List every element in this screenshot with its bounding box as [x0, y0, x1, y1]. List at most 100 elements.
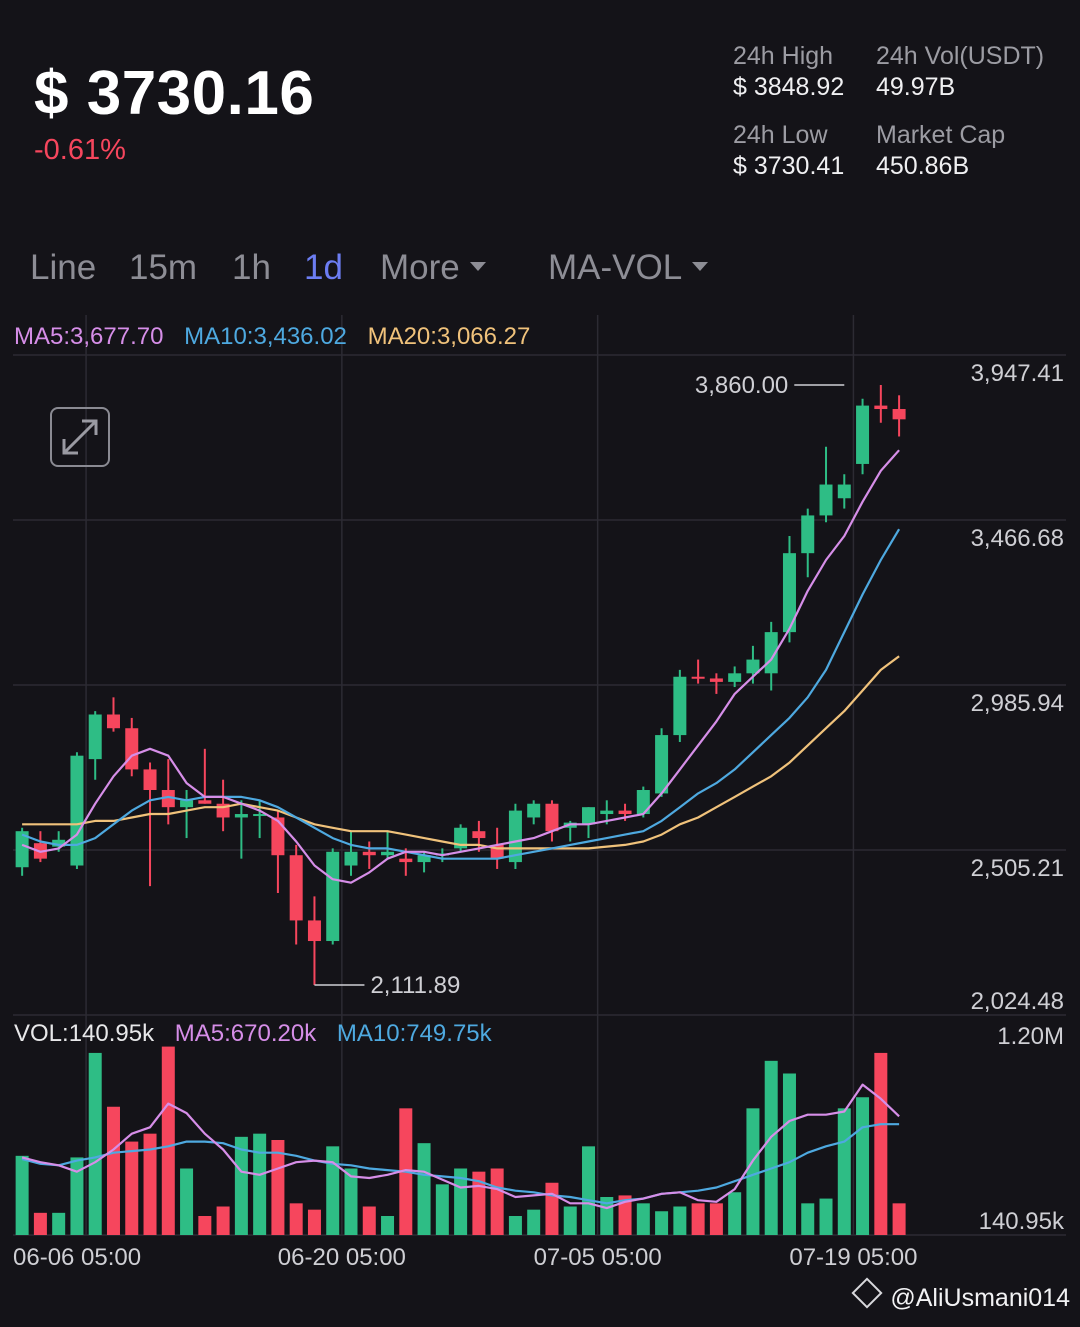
market-cap-value: 450.86B — [876, 152, 970, 180]
tab-1d[interactable]: 1d — [304, 248, 343, 287]
volume-bar — [545, 1182, 559, 1235]
24h-high-label: 24h High — [733, 42, 834, 70]
ma5-line — [21, 449, 900, 884]
expand-arrows-icon — [62, 419, 98, 455]
volume-bar — [527, 1209, 541, 1235]
min-price-label: 2,111.89 — [370, 972, 460, 999]
candle-body — [746, 659, 760, 674]
x-tick-label: 07-05 05:00 — [534, 1244, 662, 1271]
candle-body — [801, 515, 815, 554]
volume-bar — [655, 1211, 669, 1235]
x-tick-label: 07-19 05:00 — [789, 1244, 917, 1271]
watermark-handle: @AliUsmani014 — [890, 1284, 1070, 1312]
volume-bar — [728, 1192, 742, 1235]
volume-tick-label: 1.20M — [997, 1023, 1064, 1050]
candle-body — [198, 800, 212, 804]
volume-bar — [198, 1216, 212, 1235]
volume-bar — [837, 1108, 851, 1235]
y-tick-label: 3,466.68 — [971, 525, 1064, 552]
candle-body — [15, 831, 29, 868]
legend-ma5: MA5:3,677.70 — [14, 323, 163, 350]
candle-body — [234, 814, 248, 818]
volume-bar — [892, 1203, 906, 1235]
volume-bar — [344, 1168, 358, 1235]
volume-bar — [618, 1195, 632, 1235]
candle-body — [582, 807, 596, 825]
volume-bar — [636, 1203, 650, 1235]
volume-bar — [508, 1216, 522, 1235]
expand-chart-button[interactable] — [50, 407, 110, 467]
candle-body — [636, 790, 650, 815]
caret-down-icon — [469, 262, 486, 272]
candle-body — [892, 409, 906, 420]
volume-bar — [874, 1052, 888, 1235]
y-tick-label: 2,024.48 — [971, 988, 1064, 1015]
volume-bar — [70, 1157, 84, 1235]
y-tick-label: 3,947.41 — [971, 360, 1064, 387]
legend-vol-ma10: MA10:749.75k — [337, 1020, 493, 1047]
price-ma-lines — [21, 449, 901, 884]
ma10-line — [21, 528, 901, 860]
price-chart[interactable]: 3,947.41 3,466.68 2,985.94 2,505.21 2,024.48… — [0, 300, 1080, 1280]
candle-body — [417, 855, 431, 863]
exchange-logo-icon — [851, 1277, 883, 1309]
candle-body — [271, 817, 285, 856]
volume-bars — [15, 1046, 906, 1235]
candle-body — [106, 714, 120, 729]
24h-high-value: $ 3848.92 — [733, 73, 845, 101]
candle-body — [728, 673, 742, 682]
volume-bar — [582, 1146, 596, 1235]
candle-body — [527, 803, 541, 818]
candle-body — [655, 735, 669, 794]
y-tick-label: 2,985.94 — [971, 690, 1064, 717]
candle-body — [326, 851, 340, 942]
tab-1h[interactable]: 1h — [232, 248, 271, 287]
volume-tick-label: 140.95k — [979, 1208, 1065, 1235]
volume-bar — [307, 1209, 321, 1235]
candle-body — [819, 484, 833, 516]
candle-body — [161, 790, 175, 808]
x-tick-label: 06-06 05:00 — [13, 1244, 141, 1271]
volume-bar — [88, 1052, 102, 1235]
volume-ma10-line — [21, 1123, 900, 1205]
volume-bar — [52, 1212, 66, 1235]
legend-row: MA5:3,677.70 MA10:3,436.02 MA20:3,066.27 — [14, 323, 530, 350]
market-cap-label: Market Cap — [876, 121, 1006, 149]
candle-body — [289, 855, 303, 921]
price-annotations: 3,860.00 2,111.89 — [314, 372, 845, 999]
volume-bar — [381, 1216, 395, 1235]
interval-tabs: Line 15m 1h 1d More MA-VOL — [0, 248, 1080, 298]
candle-body — [143, 769, 157, 791]
legend-ma10: MA10:3,436.02 — [184, 323, 347, 350]
volume-bar — [180, 1168, 194, 1235]
volume-bar — [673, 1206, 687, 1235]
volume-bar — [362, 1206, 376, 1235]
candlesticks — [15, 385, 906, 985]
tab-15m[interactable]: 15m — [129, 248, 198, 287]
volume-bar — [746, 1108, 760, 1235]
indicator-dropdown[interactable]: MA-VOL — [548, 248, 709, 288]
candle-body — [673, 676, 687, 736]
x-tick-label: 06-20 05:00 — [278, 1244, 406, 1271]
candle-body — [709, 678, 723, 682]
volume-bar — [271, 1140, 285, 1235]
candle-body — [399, 858, 413, 863]
volume-bar — [691, 1203, 705, 1235]
volume-bar — [234, 1136, 248, 1235]
caret-down-icon — [692, 262, 709, 272]
candle-body — [618, 810, 632, 815]
candle-body — [381, 851, 395, 856]
volume-bar — [764, 1060, 778, 1235]
tab-more-label: More — [380, 248, 460, 287]
tab-more[interactable]: More — [380, 248, 486, 288]
legend-vol-ma5: MA5:670.20k — [175, 1020, 317, 1047]
24h-low-label: 24h Low — [733, 121, 828, 149]
volume-bar — [709, 1203, 723, 1235]
volume-bar — [15, 1155, 29, 1235]
tab-line[interactable]: Line — [30, 248, 97, 287]
volume-legend-row: VOL:140.95k MA5:670.20k MA10:749.75k — [14, 1020, 493, 1047]
volume-bar — [563, 1206, 577, 1235]
24h-volume-label: 24h Vol(USDT) — [876, 42, 1045, 70]
ma20-line — [22, 655, 900, 850]
volume-bar — [326, 1146, 340, 1235]
